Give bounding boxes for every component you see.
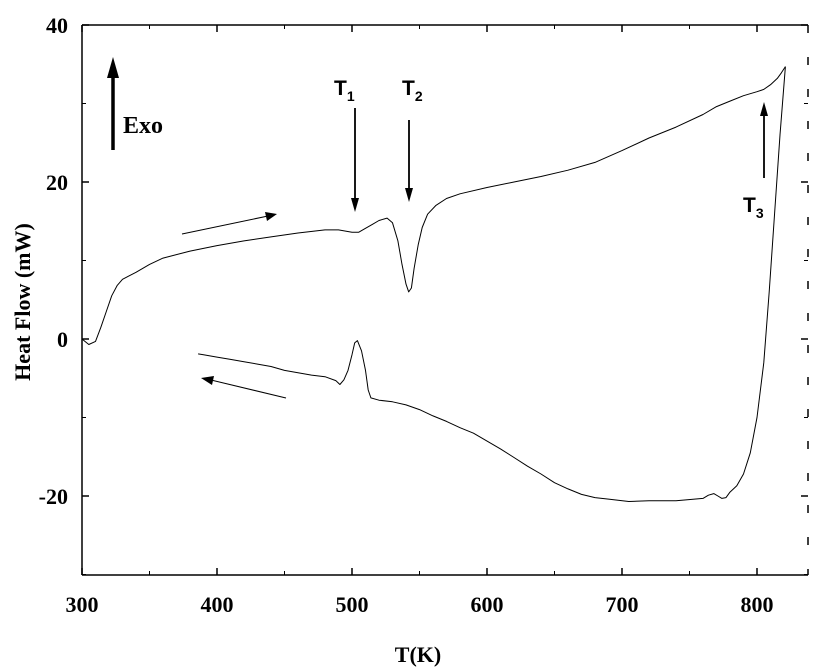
t3-arrow-head <box>760 102 768 116</box>
t2-label: T2 <box>402 77 423 104</box>
cooling-curve <box>198 66 786 502</box>
heating-direction-arrow-head <box>265 212 277 221</box>
x-tick-label: 300 <box>66 592 99 617</box>
t3-label: T3 <box>743 194 764 221</box>
tick-labels: 300 400 500 600 700 800 -20 0 20 40 <box>39 13 774 617</box>
heating-curve <box>81 66 786 345</box>
x-tick-label: 500 <box>336 592 369 617</box>
heating-direction-arrow-shaft <box>181 215 269 235</box>
y-axis-title: Heat Flow (mW) <box>10 223 35 381</box>
x-tick-label: 400 <box>201 592 234 617</box>
x-tick-label: 600 <box>471 592 504 617</box>
ticks <box>81 24 808 575</box>
cooling-direction-arrow-head <box>201 376 214 385</box>
x-tick-label: 700 <box>606 592 639 617</box>
y-tick-label: 0 <box>57 327 68 352</box>
cooling-direction-arrow-shaft <box>210 379 287 399</box>
t1-label: T1 <box>334 77 355 104</box>
axes <box>81 24 809 576</box>
exo-arrow-head <box>107 57 119 78</box>
x-tick-label: 800 <box>741 592 774 617</box>
y-tick-label: 40 <box>46 13 68 38</box>
y-tick-label: 20 <box>46 170 68 195</box>
annotations: Exo T1 T2 T3 <box>107 57 768 399</box>
x-axis-title: T(K) <box>395 642 441 667</box>
t1-arrow-head <box>351 198 359 212</box>
t2-arrow-head <box>405 188 413 202</box>
y-tick-label: -20 <box>39 484 68 509</box>
series-group <box>81 66 786 502</box>
exo-label: Exo <box>123 113 163 139</box>
